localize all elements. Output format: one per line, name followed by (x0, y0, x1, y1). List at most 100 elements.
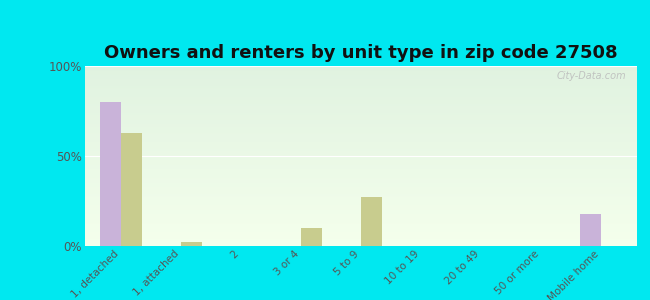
Bar (84, 138, 637, 140)
Bar (120, 133, 142, 246)
Bar (99, 102, 120, 246)
Bar (84, 149, 637, 151)
Bar (84, 154, 637, 156)
Bar (84, 109, 637, 111)
Bar (84, 239, 637, 241)
Bar (84, 241, 637, 242)
Bar (84, 73, 637, 75)
Bar (84, 111, 637, 113)
Bar (84, 156, 637, 158)
Bar (84, 97, 637, 98)
Bar (84, 152, 637, 154)
Bar (84, 167, 637, 169)
Bar (84, 134, 637, 136)
Bar (301, 228, 322, 246)
Bar (84, 230, 637, 232)
Bar (84, 232, 637, 233)
Bar (84, 145, 637, 147)
Bar (84, 68, 637, 70)
Bar (84, 183, 637, 185)
Bar (84, 102, 637, 104)
Bar (84, 224, 637, 226)
Bar (84, 131, 637, 133)
Bar (84, 116, 637, 118)
Bar (84, 242, 637, 244)
Bar (84, 143, 637, 145)
Bar (84, 169, 637, 170)
Bar (84, 95, 637, 97)
Bar (580, 214, 601, 246)
Bar (84, 188, 637, 190)
Bar (84, 98, 637, 100)
Bar (361, 197, 382, 246)
Bar (84, 107, 637, 109)
Bar (84, 118, 637, 120)
Bar (84, 208, 637, 210)
Bar (84, 190, 637, 192)
Bar (84, 206, 637, 208)
Bar (84, 237, 637, 239)
Bar (84, 176, 637, 178)
Bar (84, 133, 637, 134)
Bar (84, 244, 637, 246)
Bar (84, 214, 637, 215)
Bar (84, 66, 637, 68)
Bar (84, 235, 637, 237)
Bar (84, 203, 637, 205)
Bar (84, 122, 637, 124)
Bar (84, 197, 637, 199)
Bar (181, 242, 202, 246)
Bar (84, 88, 637, 89)
Bar (84, 170, 637, 172)
Title: Owners and renters by unit type in zip code 27508: Owners and renters by unit type in zip c… (104, 44, 618, 62)
Bar (84, 104, 637, 106)
Bar (84, 125, 637, 127)
Bar (84, 160, 637, 161)
Bar (84, 120, 637, 122)
Bar (84, 89, 637, 91)
Bar (84, 223, 637, 224)
Bar (84, 192, 637, 194)
Bar (84, 196, 637, 197)
Bar (84, 217, 637, 219)
Bar (84, 84, 637, 86)
Bar (84, 163, 637, 165)
Bar (84, 219, 637, 221)
Bar (84, 80, 637, 82)
Bar (84, 205, 637, 206)
Bar (84, 179, 637, 181)
Bar (84, 201, 637, 203)
Bar (84, 136, 637, 138)
Bar (84, 226, 637, 228)
Bar (84, 91, 637, 93)
Bar (84, 161, 637, 163)
Bar (84, 100, 637, 102)
Bar (84, 151, 637, 152)
Bar (84, 228, 637, 230)
Bar (84, 199, 637, 201)
Bar (84, 187, 637, 188)
Bar (84, 181, 637, 183)
Bar (84, 210, 637, 212)
Bar (84, 77, 637, 79)
Bar (84, 147, 637, 149)
Bar (84, 86, 637, 88)
Bar (84, 172, 637, 174)
Bar (84, 165, 637, 167)
Bar (84, 115, 637, 116)
Bar (84, 82, 637, 84)
Bar (84, 75, 637, 77)
Bar (84, 221, 637, 223)
Bar (84, 215, 637, 217)
Bar (84, 106, 637, 107)
Bar (84, 212, 637, 214)
Bar (84, 174, 637, 176)
Bar (84, 113, 637, 115)
Bar (84, 79, 637, 80)
Bar (84, 194, 637, 196)
Bar (84, 124, 637, 125)
Bar (84, 178, 637, 179)
Bar (84, 129, 637, 131)
Bar (84, 127, 637, 129)
Bar (84, 93, 637, 95)
